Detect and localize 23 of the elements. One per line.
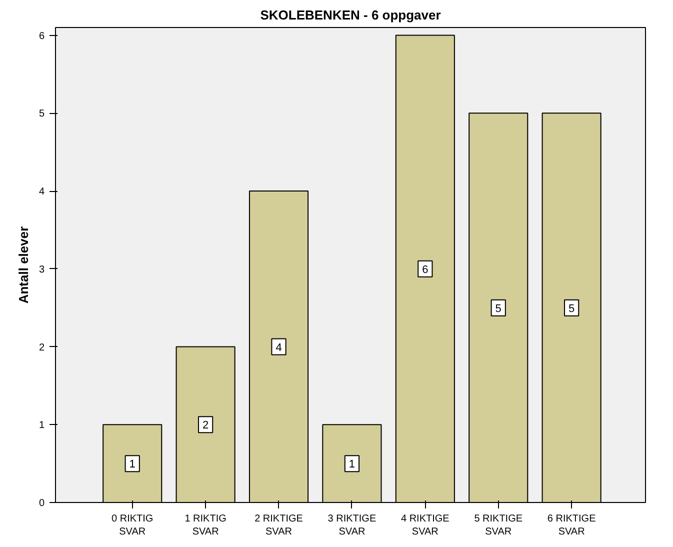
x-tick-label: 0 RIKTIG SVAR xyxy=(112,514,154,538)
x-tick-label: 1 RIKTIG SVAR xyxy=(184,514,227,538)
y-tick-label: 5 xyxy=(38,108,45,120)
chart-title: SKOLEBENKEN - 6 oppgaver xyxy=(260,8,441,22)
data-label: 2 xyxy=(202,420,209,432)
data-label: 4 xyxy=(276,342,282,354)
y-tick-label: 4 xyxy=(38,186,45,198)
y-tick-label: 6 xyxy=(38,30,45,42)
x-tick-label: 3 RIKTIGE SVAR xyxy=(328,514,376,538)
x-tick-label: 6 RIKTIGE SVAR xyxy=(547,514,596,538)
x-tick-label: 4 RIKTIGE SVAR xyxy=(400,514,450,538)
data-label: 5 xyxy=(495,302,502,315)
y-tick-label: 1 xyxy=(38,420,45,432)
x-tick-label: 2 RIKTIGE SVAR xyxy=(254,514,304,538)
data-label: 5 xyxy=(568,302,575,315)
y-tick-label: 0 xyxy=(38,498,45,509)
y-tick-label: 3 xyxy=(38,264,45,276)
data-label: 6 xyxy=(422,264,428,276)
y-tick-label: 2 xyxy=(38,342,45,354)
x-tick-label: 5 RIKTIGE SVAR xyxy=(474,514,523,538)
y-axis-title: Antall elever xyxy=(16,226,31,304)
data-label: 1 xyxy=(129,458,136,471)
data-label: 1 xyxy=(348,458,356,471)
